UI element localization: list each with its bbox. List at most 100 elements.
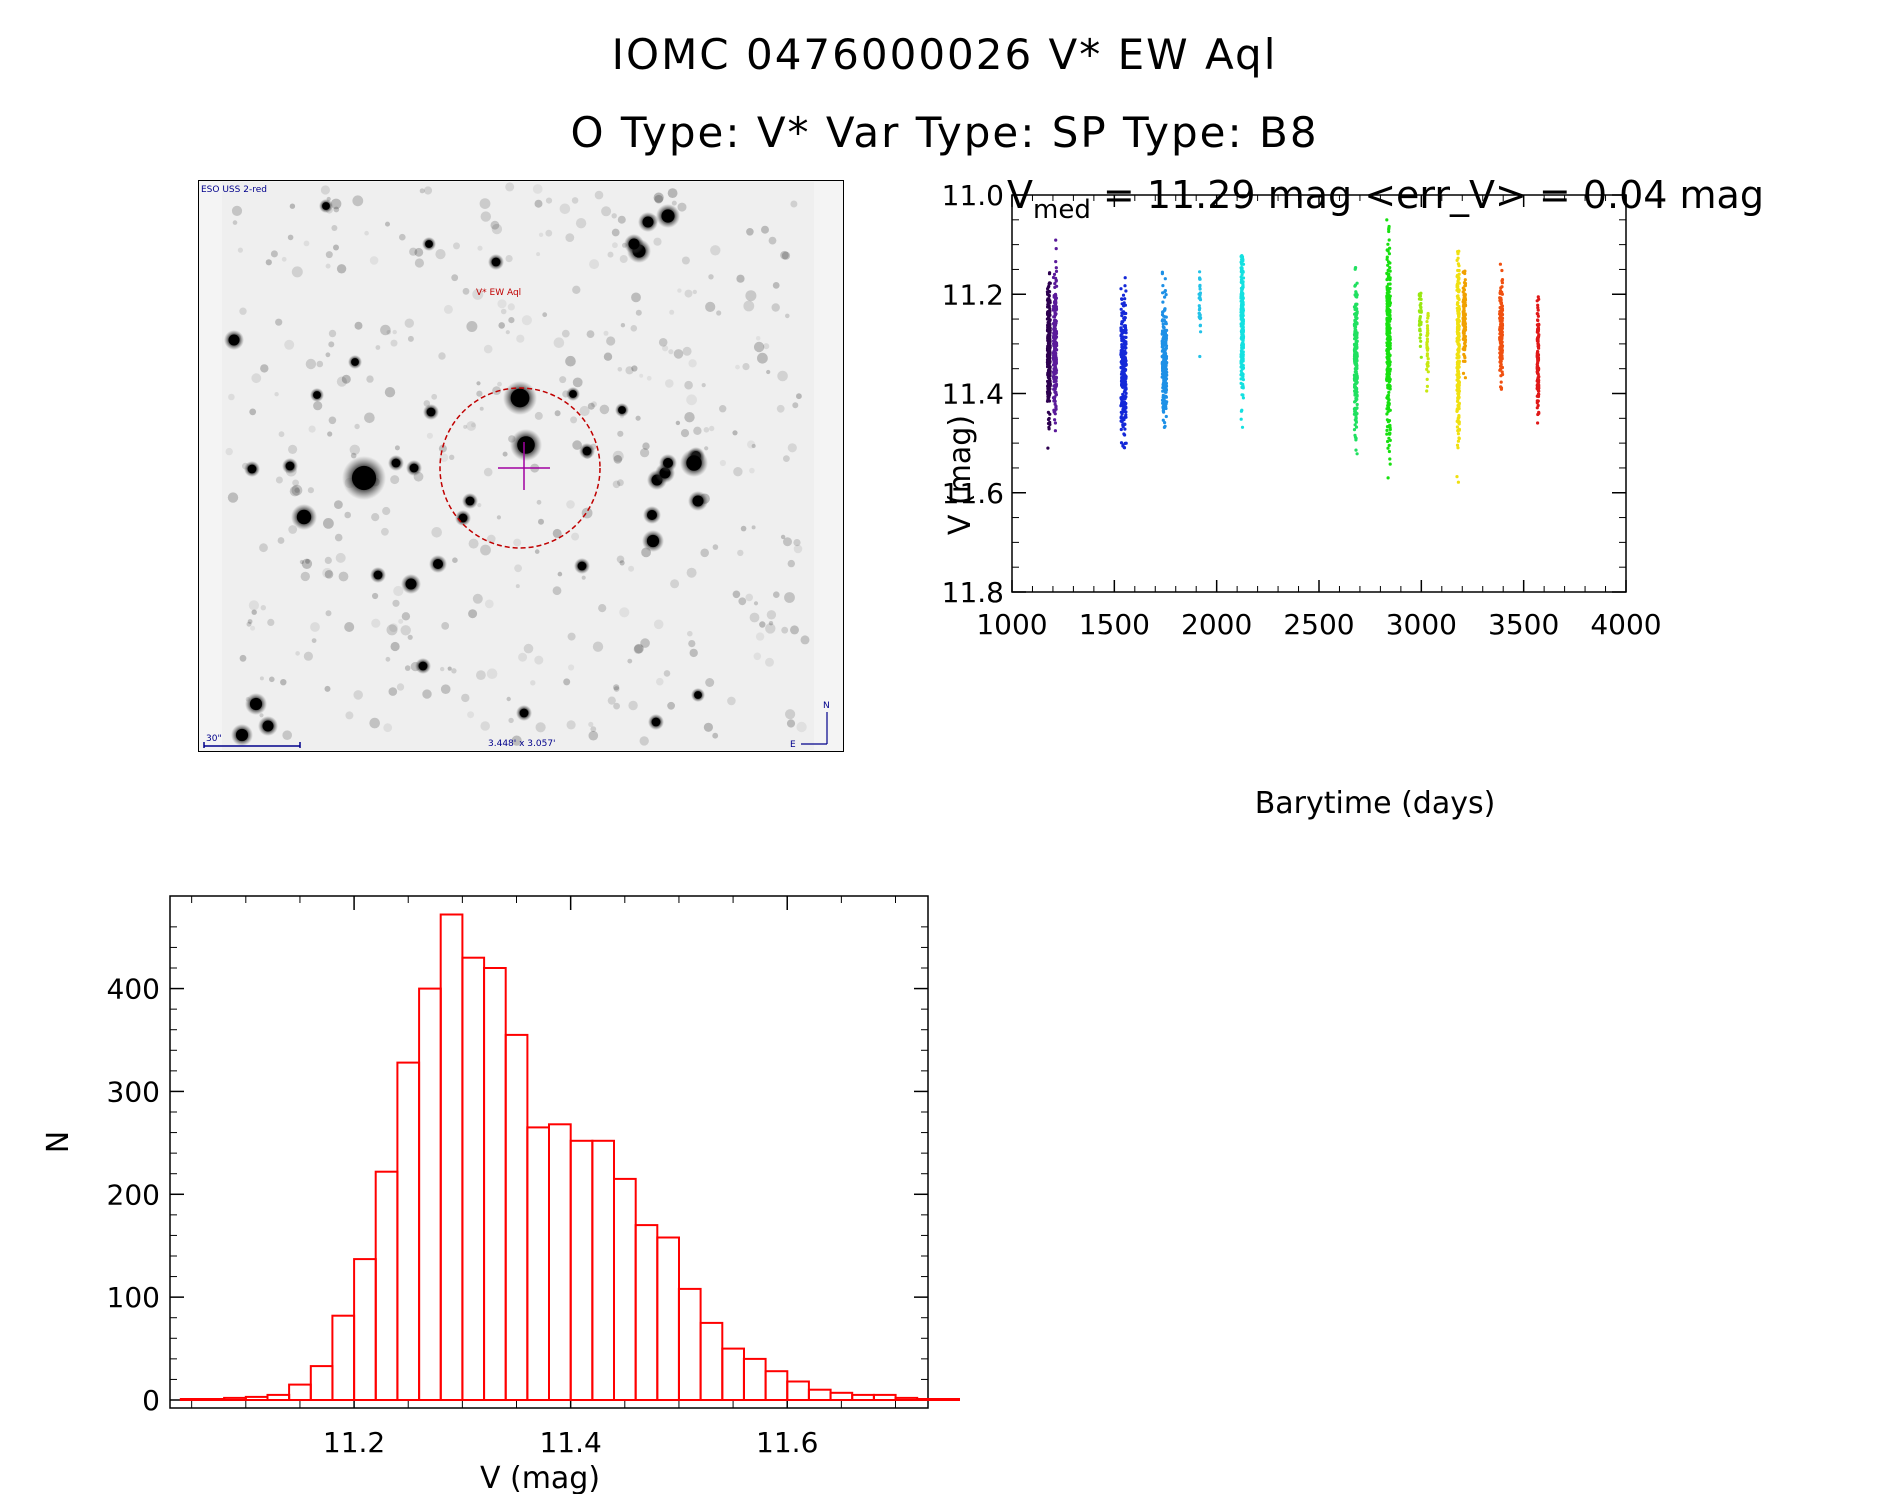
lc-point bbox=[1240, 408, 1244, 412]
lc-point bbox=[1164, 344, 1169, 348]
faint-star bbox=[354, 321, 363, 330]
lc-point bbox=[1462, 296, 1466, 300]
faint-star bbox=[289, 203, 296, 209]
faint-star bbox=[324, 685, 331, 692]
faint-star bbox=[393, 585, 404, 597]
lc-point bbox=[1386, 404, 1390, 408]
lc-point bbox=[1198, 316, 1202, 320]
lc-point bbox=[1355, 339, 1359, 343]
lc-point bbox=[1418, 344, 1422, 348]
survey-label: ESO USS 2-red bbox=[201, 185, 267, 195]
lc-point bbox=[1387, 331, 1391, 335]
faint-star bbox=[631, 365, 638, 372]
lc-point bbox=[1354, 425, 1359, 429]
faint-star bbox=[620, 323, 626, 328]
lc-point bbox=[1164, 382, 1168, 386]
faint-star bbox=[278, 431, 285, 438]
lc-point bbox=[1500, 333, 1504, 337]
faint-star bbox=[443, 304, 453, 314]
lc-point bbox=[1052, 408, 1056, 412]
lc-point bbox=[1457, 348, 1461, 352]
lc-point bbox=[1354, 415, 1358, 419]
lc-point bbox=[1161, 401, 1165, 405]
faint-star bbox=[472, 593, 483, 604]
faint-star bbox=[768, 621, 774, 626]
lc-point bbox=[1456, 432, 1460, 436]
lc-point bbox=[1385, 412, 1389, 416]
faint-star bbox=[732, 590, 741, 599]
lc-point bbox=[1240, 346, 1244, 350]
lc-point bbox=[1163, 331, 1168, 335]
lc-xtick-label: 3000 bbox=[1386, 608, 1457, 641]
lc-point bbox=[1197, 308, 1201, 312]
lc-point bbox=[1456, 439, 1460, 443]
faint-star bbox=[628, 700, 638, 711]
lc-point bbox=[1120, 346, 1125, 350]
faint-star bbox=[479, 198, 491, 209]
faint-star bbox=[703, 427, 710, 433]
lc-point bbox=[1387, 252, 1391, 256]
faint-star bbox=[780, 534, 786, 540]
lc-point bbox=[1046, 446, 1050, 450]
faint-star bbox=[447, 666, 452, 671]
lc-point bbox=[1122, 445, 1126, 449]
hist-plot-frame bbox=[169, 895, 929, 1409]
bright-star-core bbox=[577, 561, 587, 571]
lc-point bbox=[1048, 271, 1052, 275]
lc-point bbox=[1536, 378, 1540, 382]
lc-point bbox=[1164, 321, 1168, 326]
faint-star bbox=[653, 237, 662, 246]
lc-point bbox=[1052, 358, 1056, 362]
lc-point bbox=[1164, 402, 1168, 406]
lc-point bbox=[1053, 383, 1057, 387]
faint-star bbox=[601, 206, 612, 217]
bright-star-core bbox=[642, 216, 654, 228]
lc-point bbox=[1425, 324, 1430, 328]
faint-star bbox=[790, 625, 799, 635]
faint-star bbox=[566, 720, 576, 730]
lc-point bbox=[1457, 415, 1461, 419]
lc-point bbox=[1048, 299, 1052, 303]
lc-point bbox=[1419, 291, 1423, 295]
faint-star bbox=[350, 452, 357, 459]
faint-star bbox=[635, 309, 642, 316]
lc-point bbox=[1046, 375, 1050, 380]
faint-star bbox=[772, 282, 780, 289]
lc-point bbox=[1536, 371, 1540, 375]
lc-point bbox=[1388, 387, 1392, 391]
faint-star bbox=[765, 657, 774, 667]
lc-point bbox=[1353, 423, 1357, 427]
lc-point bbox=[1199, 330, 1203, 334]
lc-point bbox=[1353, 374, 1357, 378]
lc-point bbox=[1354, 370, 1358, 374]
lc-point bbox=[1425, 377, 1429, 381]
lc-point bbox=[1241, 305, 1245, 309]
faint-star bbox=[325, 610, 332, 617]
lc-point bbox=[1353, 393, 1357, 397]
lc-point bbox=[1048, 290, 1052, 294]
faint-star bbox=[324, 570, 334, 579]
faint-star bbox=[617, 430, 624, 437]
hist-bar bbox=[439, 913, 464, 1401]
lc-point bbox=[1388, 266, 1392, 270]
lc-point bbox=[1121, 425, 1125, 429]
faint-star bbox=[611, 213, 617, 219]
lc-point bbox=[1455, 475, 1459, 479]
lc-point bbox=[1455, 273, 1460, 277]
lc-point bbox=[1046, 395, 1050, 399]
faint-star bbox=[565, 233, 575, 242]
lc-point bbox=[1240, 425, 1245, 429]
faint-star bbox=[476, 381, 481, 386]
faint-star bbox=[619, 560, 625, 566]
lc-point bbox=[1417, 309, 1421, 313]
field-size-label: 3.448' x 3.057' bbox=[488, 739, 556, 749]
lc-point bbox=[1162, 386, 1166, 390]
faint-star bbox=[414, 247, 424, 257]
target-circle bbox=[439, 387, 601, 549]
faint-star bbox=[776, 404, 785, 413]
faint-star bbox=[270, 250, 278, 258]
faint-star bbox=[435, 249, 446, 260]
lc-point bbox=[1054, 269, 1059, 273]
lc-point bbox=[1456, 256, 1460, 260]
faint-star bbox=[785, 709, 796, 720]
